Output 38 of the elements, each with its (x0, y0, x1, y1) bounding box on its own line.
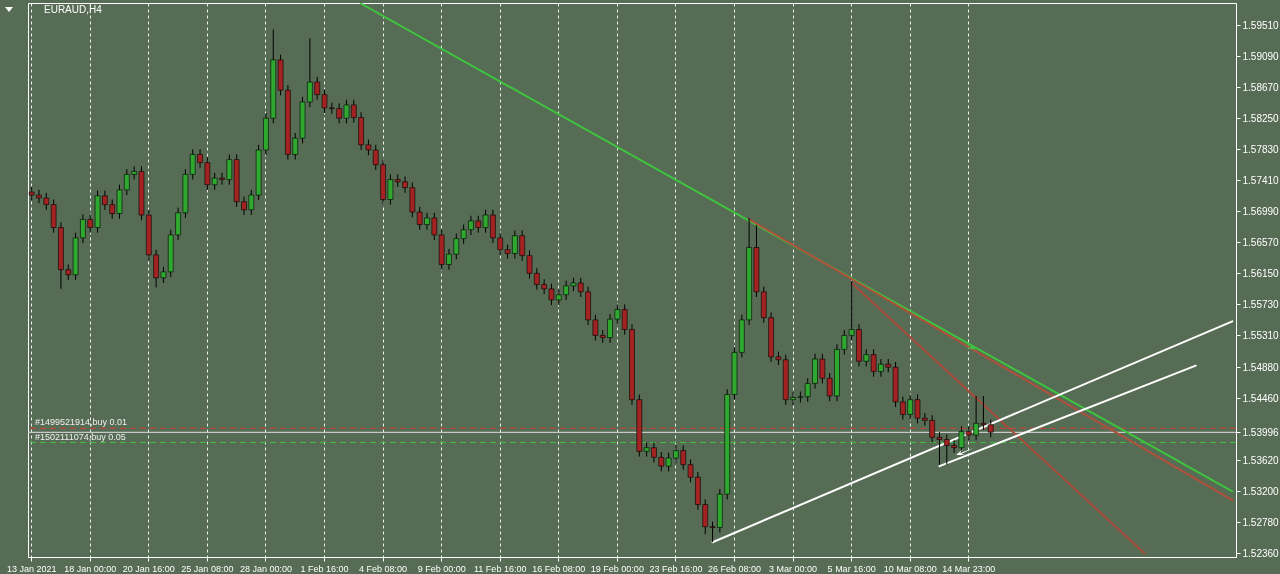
x-tick-label: 26 Feb 08:00 (707, 563, 762, 574)
x-tick-label: 23 Feb 16:00 (649, 563, 703, 574)
y-tick-label: 1.59090 (1242, 50, 1280, 62)
y-tick-label: 1.55310 (1242, 329, 1280, 341)
y-tick-label: 1.56990 (1242, 205, 1280, 217)
x-tick-label: 19 Feb 00:00 (590, 563, 644, 574)
y-tick-label: 1.53996 (1242, 426, 1280, 438)
x-tick-label: 18 Jan 00:00 (64, 563, 117, 574)
y-tick-label: 1.52780 (1242, 516, 1280, 528)
x-tick-label: 13 Jan 2021 (6, 563, 57, 574)
y-tick-label: 1.58250 (1242, 112, 1280, 124)
x-tick-label: 20 Jan 16:00 (122, 563, 175, 574)
x-tick-label: 11 Feb 16:00 (474, 563, 527, 574)
y-tick-label: 1.53620 (1242, 454, 1280, 466)
x-tick-label: 25 Jan 08:00 (181, 563, 234, 574)
x-tick-label: 5 Mar 16:00 (827, 563, 876, 574)
ref-line-label: #1502111074,buy 0.05 (35, 431, 126, 442)
y-tick-label: 1.53200 (1242, 485, 1280, 497)
x-tick-label: 9 Feb 00:00 (417, 563, 466, 574)
y-tick-label: 1.55730 (1242, 298, 1280, 310)
y-tick-label: 1.59510 (1242, 19, 1280, 31)
y-tick-label: 1.54460 (1242, 392, 1280, 404)
x-tick-label: 28 Jan 00:00 (239, 563, 292, 574)
x-tick-label: 3 Mar 00:00 (769, 563, 818, 574)
y-tick-label: 1.58670 (1242, 81, 1280, 93)
y-tick-label: 1.52360 (1242, 547, 1280, 559)
y-tick-label: 1.57830 (1242, 143, 1280, 155)
x-tick-label: 1 Feb 16:00 (300, 563, 349, 574)
x-tick-label: 16 Feb 08:00 (532, 563, 586, 574)
ref-line-label: #1499521914,buy 0.01 (35, 417, 128, 428)
y-tick-label: 1.56570 (1242, 236, 1280, 248)
chart-title: EURAUD,H4 (44, 4, 103, 15)
x-tick-label: 4 Feb 08:00 (359, 563, 408, 574)
y-tick-label: 1.54880 (1242, 361, 1280, 373)
y-tick-label: 1.56150 (1242, 267, 1280, 279)
x-tick-label: 10 Mar 08:00 (883, 563, 937, 574)
x-tick-label: 14 Mar 23:00 (942, 563, 996, 574)
y-tick-label: 1.57410 (1242, 174, 1280, 186)
